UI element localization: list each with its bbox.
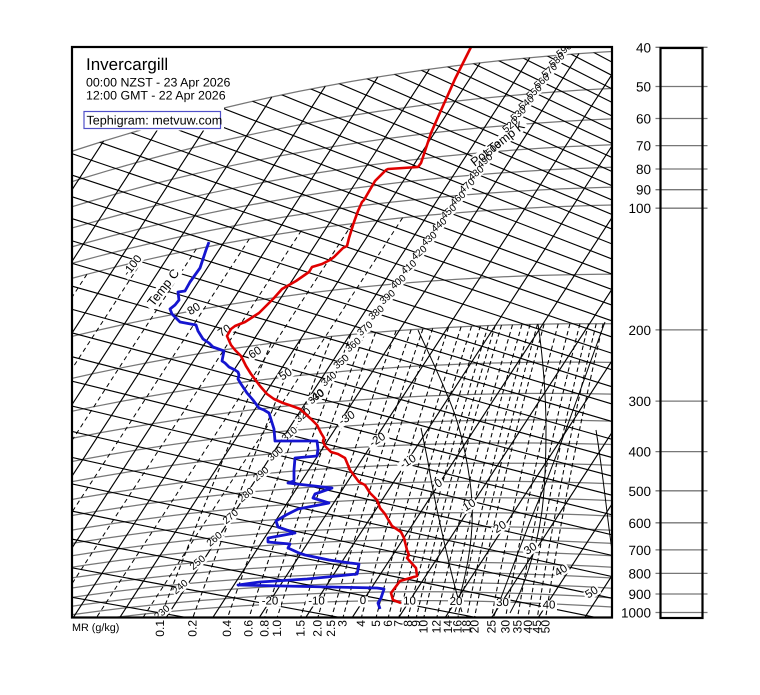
svg-text:50: 50	[539, 620, 553, 634]
svg-text:16: 16	[451, 620, 465, 634]
svg-text:-20: -20	[262, 596, 279, 608]
svg-text:20: 20	[467, 620, 481, 634]
svg-text:12: 12	[430, 620, 444, 634]
svg-text:70: 70	[636, 139, 651, 154]
svg-text:35: 35	[510, 620, 524, 634]
svg-text:300: 300	[628, 394, 651, 409]
svg-text:0: 0	[360, 595, 366, 607]
svg-text:12:00 GMT - 22 Apr 2026: 12:00 GMT - 22 Apr 2026	[86, 89, 226, 103]
svg-text:500: 500	[628, 484, 651, 499]
svg-text:70: 70	[216, 323, 233, 340]
svg-text:20: 20	[450, 596, 463, 608]
svg-text:700: 700	[628, 543, 651, 558]
svg-text:60: 60	[636, 112, 651, 127]
svg-text:00:00 NZST - 23 Apr 2026: 00:00 NZST - 23 Apr 2026	[86, 76, 231, 90]
svg-text:80: 80	[185, 301, 202, 318]
svg-text:45: 45	[530, 620, 544, 634]
svg-text:40: 40	[553, 563, 570, 580]
svg-text:30: 30	[498, 620, 512, 634]
svg-text:50: 50	[277, 366, 294, 383]
svg-text:0.4: 0.4	[220, 620, 234, 637]
svg-text:900: 900	[628, 587, 651, 602]
svg-text:2.5: 2.5	[324, 620, 338, 637]
svg-text:0.2: 0.2	[186, 620, 200, 637]
svg-text:Invercargill: Invercargill	[86, 55, 168, 74]
svg-text:10: 10	[403, 595, 416, 607]
svg-text:30: 30	[522, 541, 539, 558]
svg-text:0.1: 0.1	[153, 620, 167, 637]
svg-text:4: 4	[354, 620, 368, 627]
svg-text:50: 50	[636, 80, 651, 95]
svg-text:200: 200	[628, 323, 651, 338]
svg-text:MR (g/kg): MR (g/kg)	[72, 622, 119, 634]
svg-text:5: 5	[369, 620, 383, 627]
svg-text:18: 18	[459, 620, 473, 634]
svg-text:80: 80	[636, 162, 651, 177]
svg-text:9: 9	[409, 620, 423, 627]
svg-text:400: 400	[628, 445, 651, 460]
svg-text:2.0: 2.0	[311, 620, 325, 637]
svg-text:50: 50	[583, 584, 600, 601]
svg-text:8: 8	[401, 620, 415, 627]
svg-text:800: 800	[628, 566, 651, 581]
svg-text:3: 3	[336, 620, 350, 627]
svg-text:10: 10	[461, 497, 478, 514]
svg-text:7: 7	[392, 620, 406, 627]
svg-text:1.0: 1.0	[270, 620, 284, 637]
svg-text:20: 20	[491, 519, 508, 536]
svg-text:6: 6	[381, 620, 395, 627]
svg-text:90: 90	[636, 183, 651, 198]
svg-text:600: 600	[628, 516, 651, 531]
svg-text:100: 100	[628, 201, 651, 216]
svg-text:60: 60	[247, 345, 264, 362]
svg-text:40: 40	[543, 599, 556, 611]
svg-text:1.5: 1.5	[293, 620, 307, 637]
svg-text:25: 25	[484, 620, 498, 634]
svg-text:0.6: 0.6	[242, 620, 256, 637]
svg-text:1000: 1000	[621, 606, 651, 621]
svg-text:0: 0	[433, 477, 445, 491]
svg-text:10: 10	[417, 620, 431, 634]
svg-text:40: 40	[521, 620, 535, 634]
svg-text:0.8: 0.8	[257, 620, 271, 637]
svg-text:-10: -10	[308, 595, 325, 607]
svg-text:Tephigram: metvuw.com: Tephigram: metvuw.com	[87, 114, 223, 128]
svg-text:30: 30	[496, 597, 509, 609]
svg-text:14: 14	[441, 620, 455, 634]
svg-text:40: 40	[636, 40, 651, 55]
